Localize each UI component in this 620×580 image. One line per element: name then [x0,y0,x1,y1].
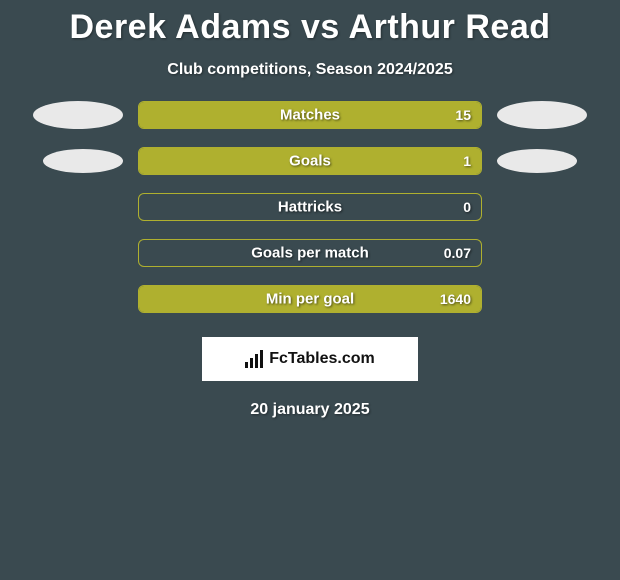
avatar-oval-right [497,149,577,173]
stat-bar: Goals per match 0.07 [138,239,482,267]
stat-value: 1 [463,153,471,169]
stat-row: Goals per match 0.07 [0,239,620,267]
stat-label: Goals [289,153,331,170]
avatar-oval-left [43,149,123,173]
subtitle: Club competitions, Season 2024/2025 [0,61,620,79]
stat-row: Goals 1 [0,147,620,175]
stat-bar: Matches 15 [138,101,482,129]
comparison-card: Derek Adams vs Arthur Read Club competit… [0,0,620,419]
stat-bar: Goals 1 [138,147,482,175]
stat-bar: Hattricks 0 [138,193,482,221]
vs-separator: vs [301,8,340,46]
stat-label: Goals per match [251,245,369,262]
bar-chart-icon [245,350,263,368]
player-right-name: Arthur Read [349,8,551,46]
page-title: Derek Adams vs Arthur Read [0,8,620,47]
player-left-name: Derek Adams [69,8,291,46]
brand-badge: FcTables.com [202,337,418,381]
snapshot-date: 20 january 2025 [0,401,620,419]
brand-text: FcTables.com [269,350,375,368]
stat-row: Matches 15 [0,101,620,129]
stat-row: Min per goal 1640 [0,285,620,313]
stat-label: Matches [280,107,340,124]
stat-label: Hattricks [278,199,342,216]
avatar-oval-right [497,101,587,129]
stat-value: 15 [455,107,471,123]
stat-bar: Min per goal 1640 [138,285,482,313]
stat-rows: Matches 15 Goals 1 Hattricks 0 Goals per match… [0,101,620,313]
stat-value: 1640 [440,291,471,307]
stat-label: Min per goal [266,291,354,308]
stat-row: Hattricks 0 [0,193,620,221]
stat-value: 0 [463,199,471,215]
avatar-oval-left [33,101,123,129]
stat-value: 0.07 [444,245,471,261]
